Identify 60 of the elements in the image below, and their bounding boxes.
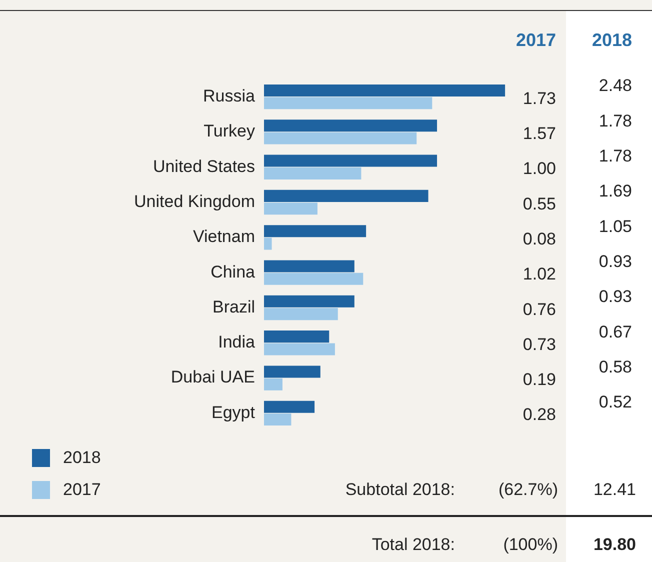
data-label: 0.28 — [522, 405, 556, 424]
data-label: 1.78 — [598, 146, 632, 166]
data-label: 1.05 — [598, 216, 632, 236]
data-label: 1.78 — [598, 111, 632, 130]
text: 19.80 — [593, 535, 636, 555]
y-tick-label: India — [218, 332, 256, 352]
bar — [264, 400, 315, 413]
bar — [264, 295, 354, 308]
bar — [264, 366, 320, 378]
data-label: 0.93 — [598, 287, 632, 306]
data-label: 0.67 — [598, 322, 632, 342]
bar — [264, 167, 362, 180]
data-label: 1.69 — [598, 182, 632, 201]
bar — [264, 272, 364, 285]
bar — [264, 154, 438, 167]
bar — [264, 202, 318, 215]
bar — [264, 308, 338, 320]
data-label: 1.57 — [522, 124, 556, 143]
data-label: 1.00 — [522, 159, 556, 178]
data-label: 0.55 — [522, 194, 556, 214]
legend-label: 2018 — [63, 448, 101, 468]
y-tick-label: Egypt — [212, 402, 256, 422]
data-label: 0.19 — [522, 370, 556, 390]
data-label: 1.02 — [522, 264, 556, 284]
text: Subtotal 2018: — [345, 480, 455, 500]
data-label: 0.52 — [598, 392, 632, 412]
bar — [264, 225, 366, 238]
y-tick-label: United States — [152, 156, 255, 176]
data-label: 2.48 — [598, 76, 632, 96]
data-label: 0.93 — [598, 252, 632, 271]
data-label: 0.76 — [522, 300, 556, 319]
data-label: 0.58 — [598, 357, 632, 376]
bar — [264, 330, 330, 343]
text: Total 2018: — [372, 535, 455, 555]
bar — [264, 238, 272, 250]
text: (62.7%) — [498, 480, 558, 500]
y-tick-label: United Kingdom — [134, 192, 255, 211]
bar — [264, 190, 428, 202]
y-tick-label: Brazil — [212, 297, 255, 316]
data-label: 1.73 — [522, 88, 556, 108]
text: 2017 — [516, 30, 556, 50]
bar — [264, 120, 438, 132]
y-tick-label: Russia — [203, 86, 256, 106]
bar — [264, 132, 417, 144]
bar — [264, 414, 292, 426]
bar — [264, 97, 432, 110]
bar — [264, 343, 335, 356]
bar — [264, 260, 354, 272]
text: 2018 — [592, 30, 632, 50]
bar — [264, 378, 282, 390]
y-tick-label: China — [210, 262, 256, 282]
data-label: 0.08 — [522, 229, 556, 248]
data-label: 0.73 — [522, 334, 556, 354]
text: (100%) — [503, 535, 558, 555]
y-tick-label: Turkey — [204, 122, 256, 141]
bar — [264, 84, 506, 96]
text: 12.41 — [593, 480, 636, 500]
y-tick-label: Dubai UAE — [170, 368, 255, 387]
legend-label: 2017 — [63, 480, 101, 500]
y-tick-label: Vietnam — [192, 227, 255, 246]
